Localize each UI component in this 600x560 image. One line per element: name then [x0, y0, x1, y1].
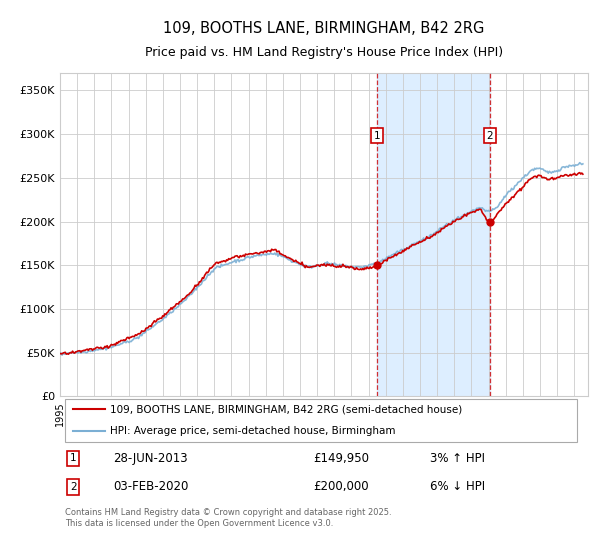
Text: 109, BOOTHS LANE, BIRMINGHAM, B42 2RG: 109, BOOTHS LANE, BIRMINGHAM, B42 2RG [163, 21, 485, 36]
Text: Price paid vs. HM Land Registry's House Price Index (HPI): Price paid vs. HM Land Registry's House … [145, 46, 503, 59]
Bar [377, 73, 490, 396]
Text: £149,950: £149,950 [313, 452, 370, 465]
Text: 1: 1 [70, 454, 77, 463]
Text: 2: 2 [70, 482, 77, 492]
Text: 1: 1 [374, 131, 380, 141]
Text: 3% ↑ HPI: 3% ↑ HPI [430, 452, 485, 465]
Text: Contains HM Land Registry data © Crown copyright and database right 2025.
This d: Contains HM Land Registry data © Crown c… [65, 508, 392, 528]
Text: 109, BOOTHS LANE, BIRMINGHAM, B42 2RG (semi-detached house): 109, BOOTHS LANE, BIRMINGHAM, B42 2RG (s… [110, 404, 463, 414]
FancyBboxPatch shape [65, 399, 577, 442]
Text: 28-JUN-2013: 28-JUN-2013 [113, 452, 187, 465]
Text: 2: 2 [487, 131, 493, 141]
Text: 03-FEB-2020: 03-FEB-2020 [113, 480, 188, 493]
Text: £200,000: £200,000 [313, 480, 369, 493]
Text: 6% ↓ HPI: 6% ↓ HPI [430, 480, 485, 493]
Text: HPI: Average price, semi-detached house, Birmingham: HPI: Average price, semi-detached house,… [110, 426, 395, 436]
